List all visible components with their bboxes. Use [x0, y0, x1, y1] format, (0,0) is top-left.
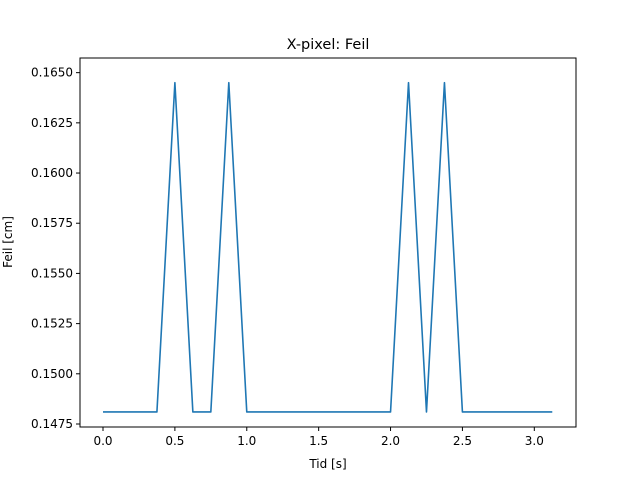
y-tick-label: 0.1475: [31, 417, 73, 431]
y-tick-label: 0.1650: [31, 66, 73, 80]
y-axis-label: Feil [cm]: [1, 216, 15, 268]
x-tick-label: 0.0: [93, 434, 112, 448]
x-tick-label: 0.5: [165, 434, 184, 448]
axes-frame: [79, 57, 577, 428]
y-tick-label: 0.1500: [31, 367, 73, 381]
x-tick-label: 2.0: [381, 434, 400, 448]
y-tick-label: 0.1625: [31, 116, 73, 130]
series-line: [103, 81, 553, 413]
axis-ticks: 0.0 0.5 1.0 1.5 2.0 2.5 3.0 0.1475 0.1500 0.1525 0…: [31, 66, 544, 448]
y-tick-label: 0.1575: [31, 216, 73, 230]
y-tick-label: 0.1550: [31, 266, 73, 280]
x-tick-label: 1.5: [309, 434, 328, 448]
plot-area: [103, 81, 553, 413]
x-axis-label: Tid [s]: [308, 457, 346, 471]
x-tick-label: 3.0: [525, 434, 544, 448]
x-tick-label: 1.0: [237, 434, 256, 448]
y-tick-label: 0.1600: [31, 166, 73, 180]
x-tick-label: 2.5: [453, 434, 472, 448]
y-tick-label: 0.1525: [31, 317, 73, 331]
chart-title: X-pixel: Feil: [287, 37, 370, 53]
